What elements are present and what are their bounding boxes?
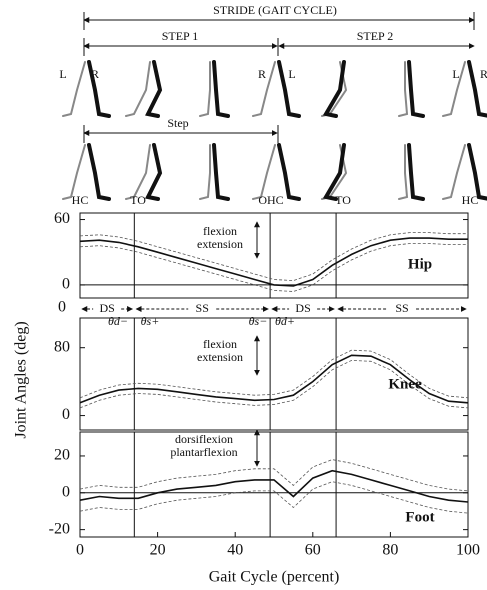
figure: STRIDE (GAIT CYCLE) STEP 1 STEP 2 Step L… (0, 0, 487, 590)
event-label: HC (462, 193, 479, 207)
leg (469, 145, 487, 199)
event-label: TO (130, 193, 146, 207)
leg (443, 145, 465, 199)
leg (253, 145, 275, 199)
phase-label: DS (295, 301, 310, 315)
event-label: HC (72, 193, 89, 207)
y-tick-label: 60 (54, 210, 70, 227)
foot-letter: R (480, 67, 487, 81)
step2-label: STEP 2 (357, 29, 394, 43)
stride-label: STRIDE (GAIT CYCLE) (213, 3, 337, 17)
annotation: flexion (203, 337, 237, 351)
top-arrows (84, 12, 474, 143)
gait-illustrations (63, 62, 487, 199)
x-tick-label: 60 (305, 542, 321, 559)
panel-title: Knee (388, 376, 422, 392)
x-tick-label: 0 (76, 542, 84, 559)
x-tick-label: 40 (227, 542, 243, 559)
y-tick-label: 0 (62, 483, 70, 500)
panel-title: Hip (408, 256, 432, 272)
leg (214, 145, 228, 199)
panel-frame (80, 318, 468, 430)
line-series (80, 460, 468, 491)
x-tick-label: 80 (382, 542, 398, 559)
phase-mark: θs+ (141, 314, 160, 328)
leg (399, 62, 407, 116)
annotation: plantarflexion (170, 445, 237, 459)
annotation: extension (197, 350, 243, 364)
phase-mark: θd+ (275, 314, 295, 328)
phase-label: SS (196, 301, 209, 315)
y-tick-label: 0 (62, 276, 70, 293)
leg (200, 145, 210, 199)
event-label: TO (335, 193, 351, 207)
leg (409, 145, 423, 199)
leg (126, 62, 150, 116)
phase-mark: θs− (249, 314, 268, 328)
axis-break-label: 0 (58, 299, 66, 316)
phase-mark: θd− (108, 314, 128, 328)
leg (214, 62, 228, 116)
step1-label: STEP 1 (162, 29, 199, 43)
y-tick-label: 0 (62, 406, 70, 423)
line-series (80, 482, 468, 513)
y-tick-label: 20 (54, 447, 70, 464)
y-tick-label: -20 (49, 520, 70, 537)
leg (409, 62, 423, 116)
x-tick-label: 100 (456, 542, 480, 559)
leg (399, 145, 407, 199)
leg (89, 145, 109, 199)
foot-letter: L (288, 67, 295, 81)
foot-letter: R (258, 67, 266, 81)
foot-letter: L (59, 67, 66, 81)
step-label: Step (167, 116, 188, 130)
phase-label: DS (99, 301, 114, 315)
x-tick-label: 20 (150, 542, 166, 559)
line-series (80, 471, 468, 502)
panel-title: Foot (405, 509, 434, 525)
leg (200, 62, 210, 116)
annotation: dorsiflexion (175, 432, 233, 446)
foot-letter: R (91, 67, 99, 81)
leg (126, 145, 150, 199)
leg (279, 145, 299, 199)
phase-label: SS (395, 301, 408, 315)
y-axis-label: Joint Angles (deg) (13, 321, 30, 438)
y-tick-label: 80 (54, 338, 70, 355)
event-label: OHC (258, 193, 283, 207)
annotation: flexion (203, 224, 237, 238)
annotation: extension (197, 237, 243, 251)
page: STRIDE (GAIT CYCLE) STEP 1 STEP 2 Step L… (0, 0, 487, 590)
leg (63, 145, 85, 199)
foot-letter: L (452, 67, 459, 81)
x-axis-label: Gait Cycle (percent) (209, 569, 340, 586)
